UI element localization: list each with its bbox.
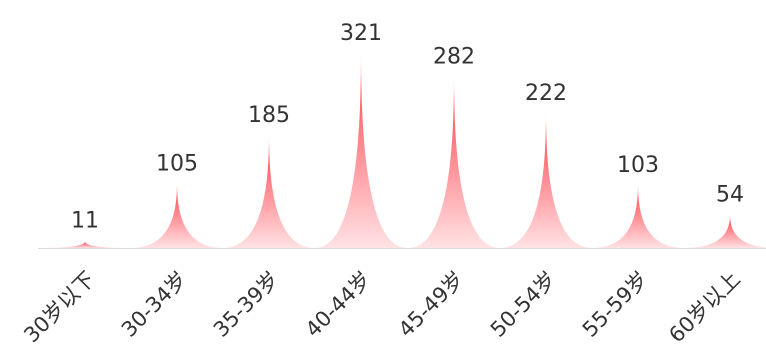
value-label-7: 103 (617, 153, 659, 178)
x-tick-label-2: 30-34岁 (117, 267, 192, 342)
bar-8 (684, 215, 766, 248)
value-labels: 11 105 185 321 282 222 103 54 (71, 21, 744, 233)
x-tick-labels: 30岁以下 30-34岁 35-39岁 40-44岁 45-49岁 50-54岁 55-59… (19, 267, 744, 347)
value-label-2: 105 (156, 152, 198, 177)
x-tick-label-7: 55-59岁 (578, 267, 653, 342)
bar-3 (223, 136, 315, 248)
value-label-8: 54 (716, 182, 744, 207)
bars (39, 54, 766, 248)
value-label-4: 321 (340, 21, 382, 46)
bar-2 (131, 184, 223, 248)
bar-7 (592, 185, 684, 248)
x-tick-label-1: 30岁以下 (19, 267, 99, 347)
value-label-3: 185 (248, 103, 290, 128)
value-label-6: 222 (525, 81, 567, 106)
x-tick-label-4: 40-44岁 (301, 267, 376, 342)
x-tick-label-8: 60岁以上 (664, 267, 744, 347)
value-label-1: 11 (71, 208, 99, 233)
bar-4 (315, 54, 407, 248)
bar-1 (39, 241, 131, 248)
bar-5 (408, 77, 500, 248)
value-label-5: 282 (433, 45, 475, 70)
x-tick-label-5: 45-49岁 (394, 267, 469, 342)
x-tick-label-6: 50-54岁 (486, 267, 561, 342)
x-tick-label-3: 35-39岁 (209, 267, 284, 342)
bar-6 (500, 113, 592, 248)
